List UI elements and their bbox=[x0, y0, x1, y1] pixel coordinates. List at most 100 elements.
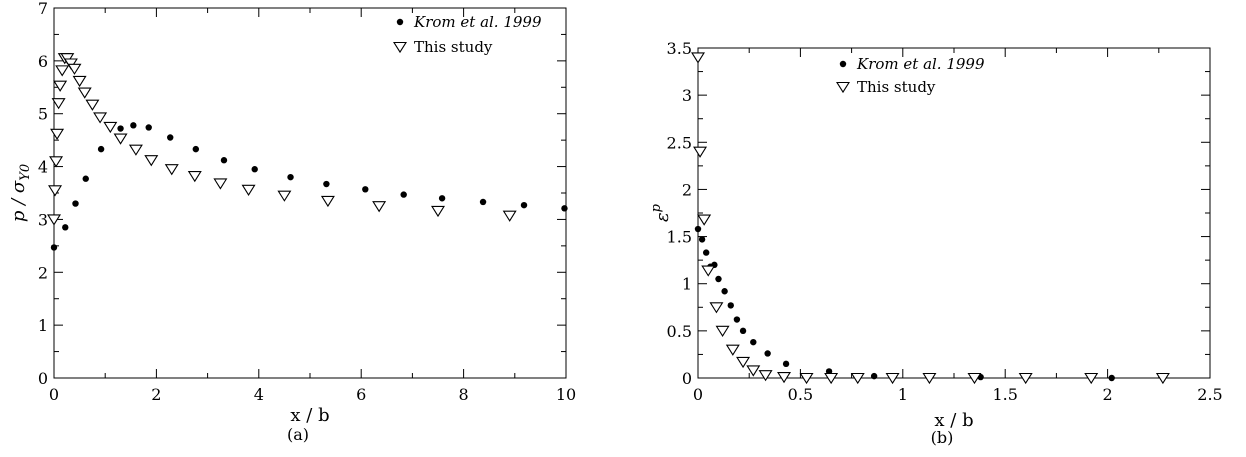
data-point-krom bbox=[400, 191, 407, 198]
y-tick-label: 0 bbox=[682, 369, 692, 388]
x-tick-label: 1 bbox=[898, 385, 908, 404]
legend-marker-this-study bbox=[393, 41, 407, 54]
data-point-krom bbox=[764, 350, 771, 357]
data-point-this-study bbox=[85, 99, 100, 111]
x-tick-label: 4 bbox=[254, 385, 264, 404]
data-point-this-study bbox=[320, 195, 335, 208]
data-point-krom bbox=[702, 249, 710, 256]
data-point-this-study bbox=[967, 372, 982, 385]
data-point-krom bbox=[82, 175, 89, 182]
x-axis-label: x / b bbox=[934, 410, 973, 431]
legend-marker-this-study bbox=[836, 81, 850, 94]
data-point-this-study bbox=[701, 265, 716, 277]
plot-frame bbox=[53, 7, 567, 379]
data-point-this-study bbox=[48, 185, 63, 197]
data-point-this-study bbox=[693, 146, 708, 158]
data-point-this-study bbox=[502, 210, 517, 222]
panel-a: 0 2 4 6 8 10 0 1 2 3 4 5 6 7 Krom et al. 1999 This stud… bbox=[8, 0, 576, 444]
data-point-this-study bbox=[885, 372, 900, 385]
y-tick-label: 1.5 bbox=[667, 228, 692, 247]
data-point-krom bbox=[362, 186, 369, 193]
data-point-this-study bbox=[277, 190, 292, 202]
data-point-krom bbox=[561, 205, 568, 212]
panel-label: (a) bbox=[287, 425, 309, 444]
data-point-this-study bbox=[850, 372, 865, 385]
y-tick-label: 3 bbox=[682, 86, 692, 105]
data-point-this-study bbox=[164, 164, 179, 176]
data-point-this-study bbox=[824, 372, 839, 385]
y-tick-label: 3.5 bbox=[667, 39, 692, 58]
data-point-this-study bbox=[67, 63, 82, 75]
data-point-this-study bbox=[128, 144, 143, 156]
data-point-this-study bbox=[77, 87, 92, 99]
data-point-this-study bbox=[51, 98, 66, 110]
data-point-krom bbox=[739, 327, 747, 335]
data-point-krom bbox=[870, 372, 878, 380]
legend-label-this-study: This study bbox=[857, 78, 936, 96]
legend-label-krom: Krom et al. 1999 bbox=[856, 55, 985, 73]
data-point-krom bbox=[750, 338, 757, 346]
y-tick-label: 1 bbox=[38, 316, 48, 335]
data-point-this-study bbox=[777, 372, 792, 384]
data-point-this-study bbox=[187, 171, 202, 183]
data-point-krom bbox=[698, 236, 706, 243]
y-tick-label: 2.5 bbox=[667, 133, 692, 152]
data-point-krom bbox=[167, 134, 174, 141]
data-point-this-study bbox=[93, 112, 108, 124]
y-tick-label: 0 bbox=[38, 369, 48, 388]
data-point-krom bbox=[62, 224, 69, 231]
data-point-krom bbox=[192, 145, 200, 153]
x-tick-label: 2.5 bbox=[1197, 385, 1222, 404]
data-point-this-study bbox=[746, 365, 761, 377]
data-point-krom bbox=[117, 125, 124, 132]
legend-marker-krom bbox=[839, 60, 847, 68]
x-tick-label: 0 bbox=[49, 385, 59, 404]
data-point-this-study bbox=[709, 302, 724, 314]
data-point-this-study bbox=[1155, 372, 1170, 385]
data-point-this-study bbox=[144, 155, 159, 167]
data-point-this-study bbox=[372, 201, 387, 213]
x-tick-label: 2 bbox=[1103, 385, 1113, 404]
data-point-krom bbox=[323, 180, 330, 188]
data-point-krom bbox=[520, 201, 528, 209]
data-point-this-study bbox=[213, 178, 228, 190]
data-point-this-study bbox=[103, 121, 118, 134]
data-point-this-study bbox=[736, 356, 751, 369]
y-tick-label: 1 bbox=[682, 275, 692, 294]
x-tick-label: 2 bbox=[151, 385, 161, 404]
data-point-this-study bbox=[697, 214, 712, 226]
data-point-this-study bbox=[431, 205, 445, 218]
data-point-krom bbox=[97, 145, 105, 153]
y-tick-label: 4 bbox=[38, 158, 48, 177]
data-point-krom bbox=[145, 124, 152, 131]
panel-label: (b) bbox=[931, 428, 954, 447]
data-point-krom bbox=[220, 157, 228, 164]
data-point-this-study bbox=[799, 372, 814, 385]
data-point-krom bbox=[287, 173, 294, 181]
data-point-krom bbox=[438, 195, 446, 202]
x-axis-label: x / b bbox=[290, 405, 329, 426]
legend-label-this-study: This study bbox=[414, 38, 493, 56]
x-tick-label: 0.5 bbox=[788, 385, 813, 404]
legend-marker-krom bbox=[396, 18, 404, 26]
data-point-krom bbox=[72, 200, 79, 207]
data-point-krom bbox=[1108, 374, 1115, 382]
x-tick-label: 0 bbox=[693, 385, 703, 404]
data-point-this-study bbox=[691, 52, 705, 64]
data-point-krom bbox=[694, 225, 702, 233]
data-point-this-study bbox=[725, 344, 740, 356]
x-tick-label: 10 bbox=[556, 385, 576, 404]
data-point-this-study bbox=[50, 128, 65, 140]
y-axis-label: p / σY0 bbox=[8, 164, 33, 222]
y-tick-label: 3 bbox=[38, 210, 48, 229]
data-point-this-study bbox=[113, 133, 128, 145]
y-tick-label: 0.5 bbox=[667, 322, 692, 341]
data-point-this-study bbox=[1018, 372, 1033, 385]
data-point-krom bbox=[251, 166, 258, 173]
x-tick-label: 1.5 bbox=[992, 385, 1017, 404]
data-point-this-study bbox=[715, 325, 730, 337]
plot-frame bbox=[697, 47, 1211, 379]
data-point-this-study bbox=[758, 370, 773, 382]
y-tick-label: 7 bbox=[38, 0, 48, 18]
